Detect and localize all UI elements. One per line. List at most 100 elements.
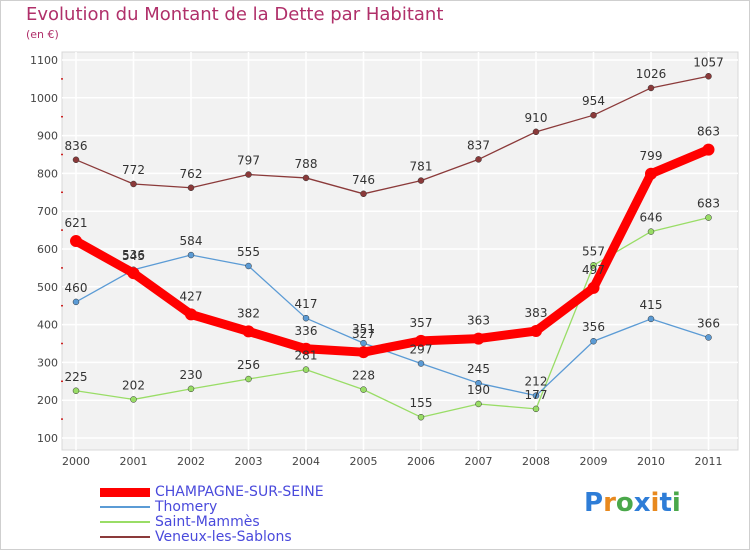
- logo-letter: i: [650, 488, 660, 518]
- logo-letter: o: [615, 488, 634, 518]
- data-point: [647, 315, 655, 323]
- data-label: 327: [352, 327, 375, 341]
- data-point: [475, 400, 482, 408]
- data-label: 351: [352, 322, 375, 336]
- data-point: [245, 375, 252, 383]
- data-point: [242, 325, 255, 338]
- data-label: 1026: [636, 67, 667, 81]
- data-label: 415: [640, 298, 663, 312]
- data-point: [705, 73, 712, 80]
- data-point: [587, 281, 600, 294]
- data-point: [647, 84, 655, 92]
- data-point: [130, 180, 137, 188]
- unit-label: (en €): [26, 28, 59, 41]
- data-point: [72, 298, 80, 306]
- data-label: 357: [410, 316, 433, 330]
- y-tick-label: 400: [37, 319, 58, 332]
- data-point: [645, 167, 657, 180]
- data-label: 683: [697, 197, 720, 211]
- data-point: [590, 262, 597, 269]
- data-label: 297: [410, 343, 433, 357]
- data-point: [302, 314, 310, 322]
- data-point: [300, 342, 312, 355]
- data-label: 781: [410, 160, 433, 174]
- data-label: 621: [65, 216, 88, 230]
- data-point: [415, 334, 427, 347]
- data-point: [185, 308, 197, 321]
- data-point: [647, 228, 655, 235]
- data-label: 863: [697, 125, 720, 139]
- data-point: [475, 156, 482, 163]
- legend-label: Saint-Mammès: [155, 514, 260, 530]
- y-tick-label: 1000: [30, 92, 58, 105]
- x-tick-label: 2008: [522, 455, 550, 468]
- legend-label: CHAMPAGNE-SUR-SEINE: [155, 484, 324, 500]
- logo-letter: i: [671, 488, 681, 518]
- y-tick-label: 900: [37, 130, 58, 143]
- data-label: 427: [180, 289, 203, 303]
- x-tick-label: 2009: [580, 455, 608, 468]
- proxiti-logo: Proxiti: [584, 488, 681, 518]
- series-line-0: [73, 145, 711, 357]
- data-point: [187, 184, 195, 192]
- data-label: 225: [65, 370, 88, 384]
- data-label: 281: [295, 349, 318, 363]
- data-label: 746: [352, 173, 375, 187]
- data-label: 584: [180, 234, 203, 248]
- data-label: 910: [525, 111, 548, 125]
- data-point: [702, 143, 715, 156]
- data-point: [302, 366, 310, 373]
- data-point: [475, 379, 482, 387]
- x-tick-label: 2000: [62, 455, 90, 468]
- data-point: [532, 405, 540, 413]
- data-point: [360, 339, 367, 347]
- data-point: [590, 337, 597, 345]
- data-point: [472, 332, 485, 345]
- y-tick-label: 800: [37, 167, 58, 180]
- x-tick-label: 2005: [350, 455, 378, 468]
- data-label: 356: [582, 320, 605, 334]
- y-tick-label: 700: [37, 205, 58, 218]
- data-point: [245, 262, 252, 270]
- data-label: 797: [237, 154, 260, 168]
- data-label: 954: [582, 94, 605, 108]
- data-point: [357, 346, 370, 359]
- data-point: [130, 396, 137, 403]
- data-label: 190: [467, 383, 490, 397]
- data-label: 212: [525, 375, 548, 389]
- x-tick-label: 2011: [695, 455, 723, 468]
- data-label: 837: [467, 138, 490, 152]
- data-label: 177: [525, 388, 548, 402]
- data-label: 228: [352, 369, 375, 383]
- data-point: [245, 171, 252, 178]
- data-label: 836: [65, 139, 88, 153]
- data-point: [187, 385, 195, 393]
- x-tick-label: 2010: [637, 455, 665, 468]
- legend-swatch: [100, 506, 150, 508]
- data-label: 555: [237, 245, 260, 259]
- data-point: [705, 334, 712, 341]
- x-tick-label: 2004: [292, 455, 320, 468]
- data-label: 336: [295, 324, 318, 338]
- data-point: [360, 190, 367, 198]
- data-point: [590, 111, 597, 119]
- data-point: [417, 360, 425, 367]
- y-tick-label: 500: [37, 281, 58, 294]
- x-tick-label: 2006: [407, 455, 435, 468]
- series-line-1: [75, 254, 709, 397]
- data-label: 155: [410, 396, 433, 410]
- logo-letter: x: [633, 488, 651, 518]
- data-label: 460: [65, 281, 88, 295]
- data-label: 772: [122, 163, 145, 177]
- data-point: [417, 177, 425, 184]
- data-point: [72, 156, 80, 164]
- y-tick-label: 100: [37, 432, 58, 445]
- data-label: 382: [237, 306, 260, 320]
- legend-swatch: [100, 487, 150, 497]
- data-point: [417, 413, 425, 421]
- data-label: 256: [237, 358, 260, 372]
- data-label: 245: [467, 362, 490, 376]
- data-point: [70, 235, 82, 248]
- data-label: 363: [467, 314, 490, 328]
- data-label: 497: [582, 263, 605, 277]
